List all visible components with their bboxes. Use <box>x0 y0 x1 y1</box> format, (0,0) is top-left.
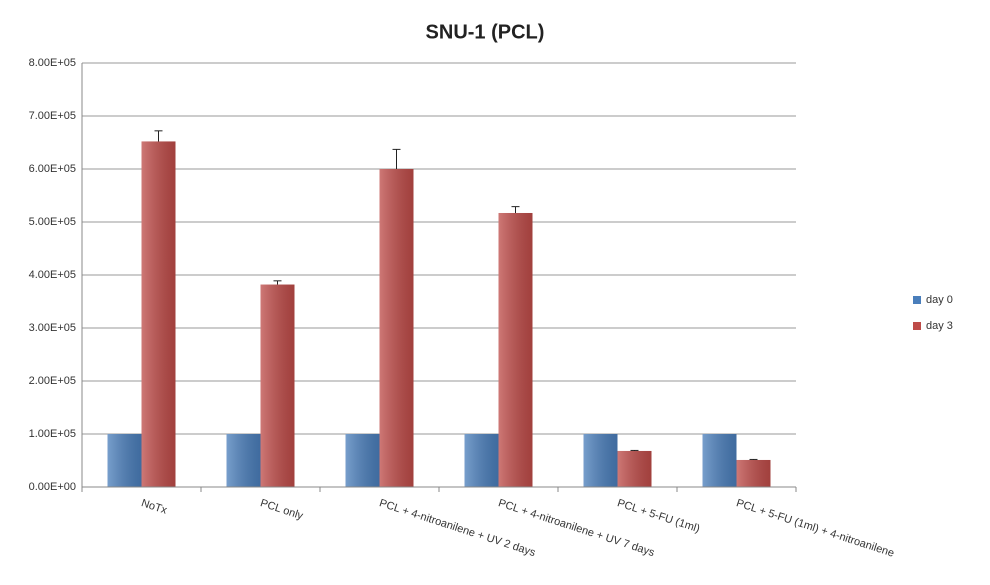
error-bar <box>154 130 163 142</box>
bar-shade <box>345 434 380 487</box>
error-bar <box>511 206 520 213</box>
y-tick-label: 3.00E+05 <box>29 322 76 334</box>
y-tick-label: 0.00E+00 <box>29 481 76 493</box>
y-tick-label: 7.00E+05 <box>29 110 76 122</box>
bar-shade <box>702 434 737 487</box>
bar-shade <box>498 212 533 488</box>
y-tick-label: 1.00E+05 <box>29 428 76 440</box>
bar-shade <box>617 450 652 487</box>
y-tick-label: 6.00E+05 <box>29 163 76 175</box>
legend-label: day 0 <box>926 294 953 306</box>
bar-shade <box>379 169 414 487</box>
legend-label: day 3 <box>926 320 953 332</box>
bar-shade <box>464 434 499 487</box>
x-tick-label: PCL only <box>259 497 305 522</box>
error-bar <box>630 449 639 451</box>
y-tick-label: 8.00E+05 <box>29 57 76 69</box>
bar-shade <box>260 284 295 487</box>
error-bar <box>392 148 401 169</box>
bar-shade <box>141 141 176 487</box>
x-tick-label: PCL + 5-FU (1ml) + 4-nitroanilene <box>735 497 896 559</box>
y-tick-label: 2.00E+05 <box>29 375 76 387</box>
bar-shade <box>226 434 261 487</box>
bar-shade <box>583 434 618 487</box>
bar-shade <box>736 459 771 487</box>
x-tick-label: PCL + 5-FU (1ml) <box>616 497 702 535</box>
y-tick-label: 4.00E+05 <box>29 269 76 281</box>
bar-shade <box>107 434 142 487</box>
x-tick-label: NoTx <box>140 497 169 517</box>
error-bar <box>273 280 282 285</box>
error-bar <box>749 458 758 460</box>
legend-swatch <box>913 296 921 304</box>
legend-swatch <box>913 322 921 330</box>
y-tick-label: 5.00E+05 <box>29 216 76 228</box>
chart-title: SNU-1 (PCL) <box>426 21 545 43</box>
